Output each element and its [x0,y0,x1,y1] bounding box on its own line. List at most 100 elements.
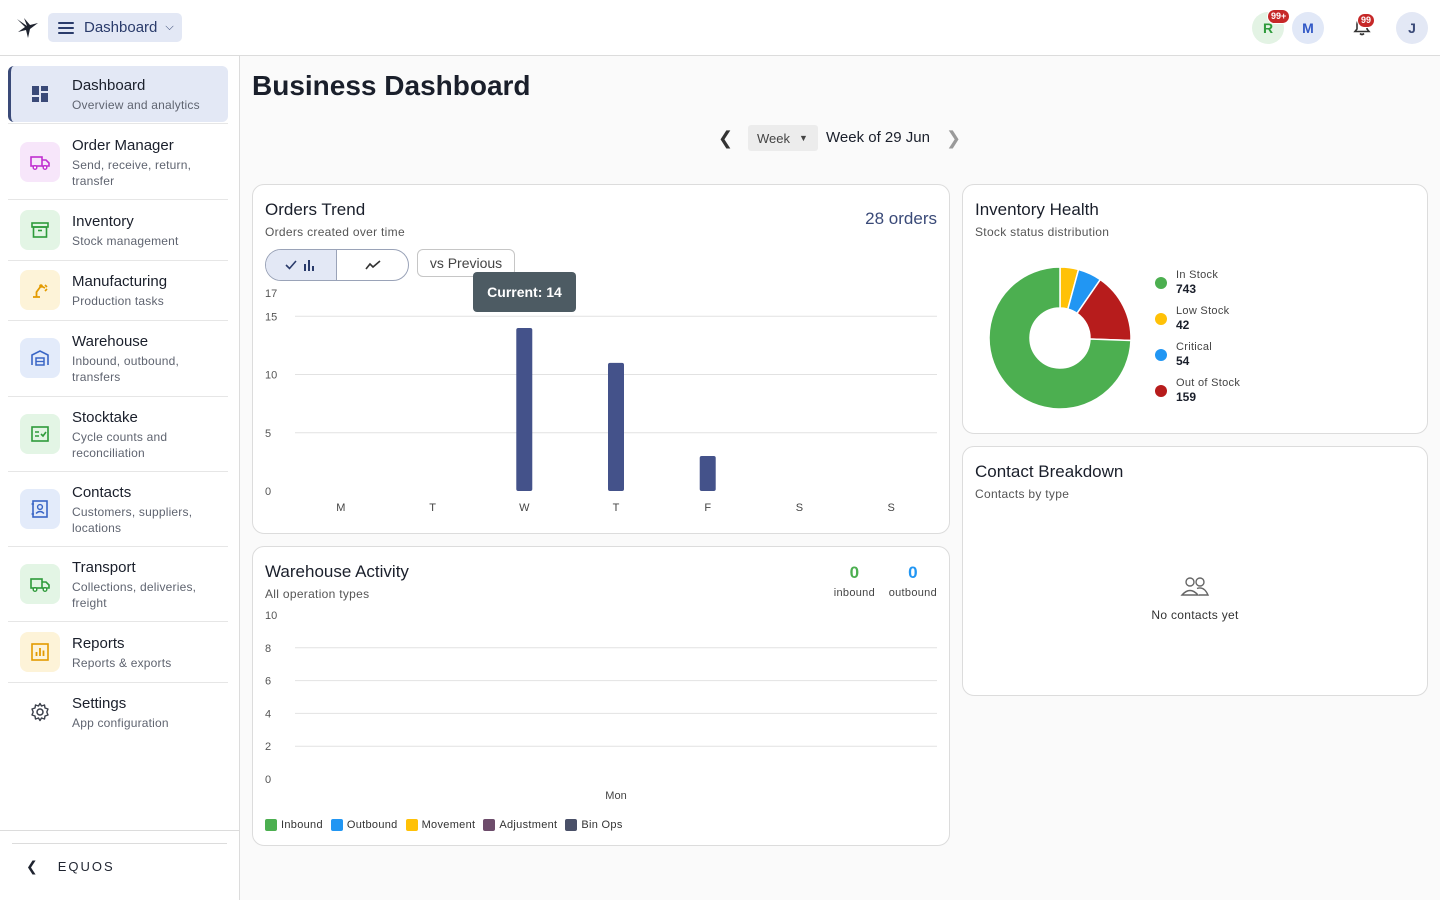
x-tick-label: Mon [605,790,626,802]
period-select[interactable]: Week ▼ [748,125,818,151]
legend-dot [1155,349,1167,361]
dashboard-menu-button[interactable]: Dashboard ⌵ [48,13,182,42]
sidebar-divider [8,682,228,683]
y-tick-label: 0 [265,486,271,498]
x-tick-label: S [887,502,894,514]
sidebar-item-contacts[interactable]: Contacts Customers, suppliers, locations [8,473,228,545]
sidebar-divider [8,260,228,261]
sidebar-item-title: Settings [72,695,127,712]
warehouse-activity-legend: Inbound Outbound Movement Adjustment Bin Ops [265,819,631,831]
sidebar-item-title: Order Manager [72,137,174,154]
legend-swatch [265,819,277,831]
legend-item[interactable]: Outbound [330,819,398,831]
sidebar-item-order-manager[interactable]: Order Manager Send, receive, return, tra… [8,126,228,198]
sidebar: Dashboard Overview and analytics Order M… [0,56,240,900]
gear-icon [20,692,60,732]
legend-item[interactable]: In Stock 743 [1155,269,1240,305]
sidebar-item-subtitle: Inbound, outbound, transfers [72,354,180,384]
archive-icon [20,210,60,250]
avatar-j[interactable]: J [1396,12,1428,44]
sidebar-item-transport[interactable]: Transport Collections, deliveries, freig… [8,548,228,620]
sidebar-item-manufacturing[interactable]: Manufacturing Production tasks [8,262,228,318]
sidebar-item-dashboard[interactable]: Dashboard Overview and analytics [8,66,228,122]
legend-item[interactable]: Critical 54 [1155,341,1240,377]
sidebar-item-subtitle: Overview and analytics [72,98,200,112]
x-tick-label: M [336,502,345,514]
chart-tooltip: Current: 14 [473,272,576,312]
line-chart-toggle[interactable] [337,250,408,280]
donut-slice[interactable] [988,266,1132,410]
card-title: Warehouse Activity [265,562,409,581]
outbound-value: 0 [908,563,918,582]
sidebar-item-title: Transport [72,559,136,576]
avatar-j-letter: J [1408,20,1416,36]
outbound-label: outbound [888,587,937,599]
next-week-button[interactable]: ❯ [946,128,962,148]
page-title: Business Dashboard [252,70,531,101]
inbound-label: inbound [833,587,875,599]
sidebar-divider [8,396,228,397]
sidebar-divider [8,199,228,200]
y-tick-label: 10 [265,370,277,382]
inventory-health-card: Inventory Health Stock status distributi… [962,184,1428,434]
sidebar-item-warehouse[interactable]: Warehouse Inbound, outbound, transfers [8,322,228,394]
dashboard-icon [20,74,60,114]
y-tick-label: 4 [265,708,271,720]
sidebar-item-title: Dashboard [72,77,146,94]
orders-trend-card: Orders Trend Orders created over time 28… [252,184,950,534]
orders-trend-chart: 0 5 10 15 17 M T W T F S S [265,288,937,514]
inbound-stat: 0 inbound [834,563,875,599]
sidebar-item-title: Stocktake [72,409,138,426]
check-bar-icon [285,260,314,271]
sidebar-item-subtitle: Reports & exports [72,656,172,670]
legend-value: 743 [1176,282,1197,296]
sidebar-item-inventory[interactable]: Inventory Stock management [8,202,228,258]
legend-label: Outbound [346,819,398,831]
truck-icon [20,142,60,182]
sidebar-item-reports[interactable]: Reports Reports & exports [8,624,228,680]
orders-bar[interactable] [516,327,533,491]
orders-bar[interactable] [608,362,624,491]
x-tick-label: S [796,502,803,514]
legend-item[interactable]: Adjustment [483,819,557,831]
legend-dot [1155,385,1167,397]
warehouse-icon [20,338,60,378]
y-tick-label: 10 [265,610,277,622]
legend-item[interactable]: Inbound [265,819,323,831]
legend-item[interactable]: Bin Ops [565,819,622,831]
sidebar-divider [8,471,228,472]
warehouse-activity-card: Warehouse Activity All operation types 0… [252,546,950,846]
legend-value: 159 [1176,390,1197,404]
bird-logo-icon[interactable] [14,14,42,42]
sidebar-item-title: Contacts [72,484,132,501]
card-title: Inventory Health [975,200,1099,219]
orders-bar[interactable] [699,456,716,491]
sidebar-item-stocktake[interactable]: Stocktake Cycle counts and reconciliatio… [8,398,228,470]
legend-item[interactable]: Out of Stock 159 [1155,377,1240,413]
sidebar-item-title: Manufacturing [72,273,168,290]
week-label: Week of 29 Jun [826,129,930,146]
bar-chart-toggle[interactable] [266,250,337,280]
y-tick-label: 6 [265,676,271,688]
avatar-r-letter: R [1262,20,1274,36]
legend-swatch [405,819,418,831]
card-subtitle: Stock status distribution [975,225,1110,239]
warehouse-activity-chart: 0 2 4 6 8 10 Mon [265,610,937,802]
legend-label: Low Stock [1176,305,1230,317]
legend-swatch [330,819,343,831]
avatar-r-badge: 99+ [1267,9,1291,24]
avatar-m[interactable]: M [1292,12,1324,44]
legend-label: Inbound [281,819,323,831]
vs-previous-button[interactable]: vs Previous [417,249,515,277]
previous-week-button[interactable]: ❮ [718,128,734,148]
card-subtitle: Orders created over time [265,225,405,239]
bar-report-icon [20,632,60,672]
sidebar-item-title: Inventory [72,213,134,230]
collapse-sidebar-button[interactable]: ❮ EQUOS [12,843,227,875]
legend-item[interactable]: Movement [405,819,476,831]
card-subtitle: All operation types [265,587,370,601]
y-tick-label: 5 [265,428,271,440]
legend-dot [1155,313,1167,325]
sidebar-item-settings[interactable]: Settings App configuration [8,684,228,740]
legend-item[interactable]: Low Stock 42 [1155,305,1240,341]
